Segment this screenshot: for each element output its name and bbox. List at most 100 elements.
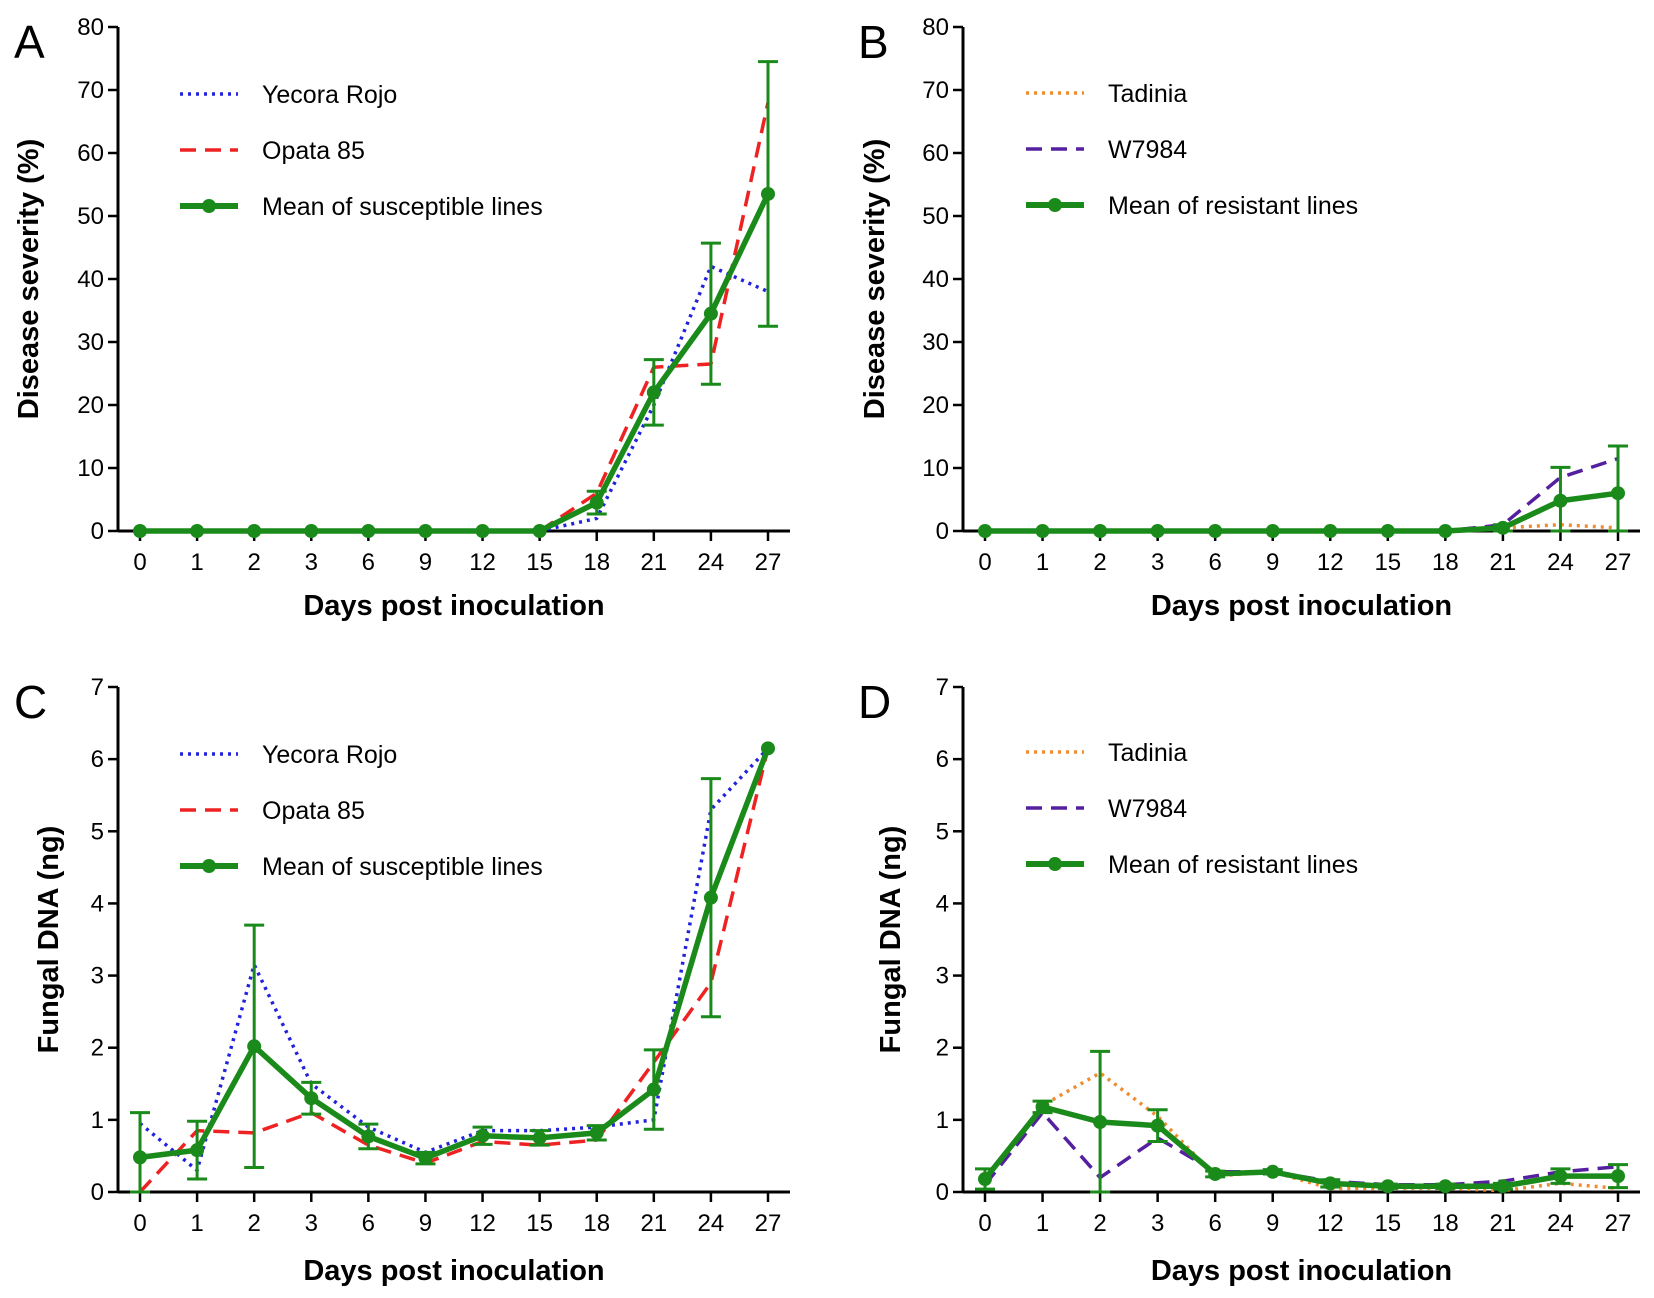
legend-item: Opata 85 [180,797,365,825]
data-point [304,1091,319,1106]
data-point [1611,1169,1625,1184]
data-point [1553,493,1568,508]
series-line [982,1104,1618,1189]
legend-marker [1048,857,1062,871]
legend-label: Yecora Rojo [262,81,397,109]
x-tick-label: 3 [1151,549,1164,576]
data-point [532,524,547,538]
legend-item: Tadinia [1026,80,1187,108]
data-point [475,1128,490,1143]
y-tick-label: 6 [936,746,949,773]
x-tick-label: 27 [755,1210,782,1237]
y-tick-label: 60 [77,140,104,167]
y-tick-label: 0 [91,1179,104,1206]
x-tick-label: 15 [1374,1210,1401,1237]
panel-letter: A [14,16,45,68]
y-axis-title: Disease severity (%) [13,139,45,420]
x-tick-label: 3 [305,549,318,576]
x-axis-title: Days post inoculation [303,590,604,622]
y-tick-label: 0 [91,518,104,545]
legend-item: Yecora Rojo [180,81,397,109]
y-tick-label: 7 [91,674,104,701]
legend-label: Mean of susceptible lines [262,853,543,881]
data-point [361,1129,376,1144]
y-tick-label: 20 [77,392,104,419]
y-tick-label: 10 [77,455,104,482]
x-tick-label: 1 [190,549,203,576]
x-tick-label: 6 [362,1210,375,1237]
x-tick-label: 9 [419,549,432,576]
data-point [1265,524,1280,538]
legend-marker [202,199,216,213]
y-tick-label: 2 [91,1035,104,1062]
y-tick-label: 30 [922,329,949,356]
x-tick-label: 9 [1266,549,1279,576]
x-tick-label: 9 [419,1210,432,1237]
x-axis-title: Days post inoculation [303,1255,604,1287]
x-tick-label: 12 [1317,549,1344,576]
data-point [1093,1115,1108,1130]
y-tick-label: 60 [922,140,949,167]
legend-label: W7984 [1108,136,1187,164]
data-point [589,1125,604,1140]
x-tick-label: 1 [190,1210,203,1237]
series-mean-of-susceptible-lines [133,60,778,538]
x-tick-label: 24 [698,1210,725,1237]
data-point [761,186,775,201]
x-tick-label: 0 [978,1210,991,1237]
data-point [1093,524,1108,538]
data-point [1323,1176,1338,1191]
legend-item: W7984 [1026,136,1187,164]
y-tick-label: 3 [91,963,104,990]
legend-item: Yecora Rojo [180,741,397,769]
y-tick-label: 40 [922,266,949,293]
x-tick-label: 2 [1093,549,1106,576]
data-point [703,890,718,905]
x-tick-label: 12 [1317,1210,1344,1237]
data-point [978,1172,992,1187]
x-tick-label: 15 [526,549,553,576]
x-tick-label: 21 [1490,549,1517,576]
data-point [1208,524,1223,538]
y-tick-label: 70 [77,77,104,104]
data-point [1438,1179,1453,1194]
data-point [418,524,433,538]
x-tick-label: 1 [1036,1210,1049,1237]
data-point [304,524,319,538]
data-point [475,524,490,538]
x-tick-label: 18 [1432,1210,1459,1237]
legend-item: Mean of susceptible lines [180,193,543,221]
data-point [646,1082,661,1097]
y-tick-label: 2 [936,1035,949,1062]
data-point [190,1143,205,1158]
panel-letter: C [14,676,47,728]
x-tick-label: 3 [1151,1210,1164,1237]
data-point [1495,520,1510,535]
data-point [133,1150,147,1165]
data-point [978,524,992,538]
y-axis-title: Fungal DNA (ng) [875,826,907,1054]
x-tick-label: 1 [1036,549,1049,576]
x-tick-label: 12 [469,1210,496,1237]
x-tick-label: 21 [1490,1210,1517,1237]
panel-letter: D [858,676,891,728]
y-axis-title: Disease severity (%) [859,139,891,420]
y-tick-label: 50 [77,203,104,230]
x-tick-label: 21 [640,1210,667,1237]
y-tick-label: 70 [922,77,949,104]
data-point [1265,1164,1280,1179]
data-point [1553,1169,1568,1184]
x-tick-label: 24 [1547,549,1574,576]
y-tick-label: 80 [922,14,949,41]
y-tick-label: 1 [936,1107,949,1134]
y-tick-label: 20 [922,392,949,419]
data-point [247,524,262,538]
data-point [1380,524,1395,538]
legend-marker [202,859,216,873]
x-tick-label: 21 [640,549,667,576]
x-tick-label: 6 [362,549,375,576]
